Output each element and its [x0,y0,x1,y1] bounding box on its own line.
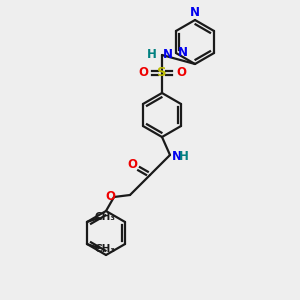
Text: S: S [157,67,167,80]
Text: N: N [172,151,182,164]
Text: N: N [190,6,200,19]
Text: H: H [147,47,157,61]
Text: N: N [163,47,173,61]
Text: N: N [178,46,188,59]
Text: O: O [138,65,148,79]
Text: H: H [179,151,189,164]
Text: CH₃: CH₃ [94,244,116,254]
Text: O: O [176,65,186,79]
Text: CH₃: CH₃ [94,212,116,222]
Text: O: O [105,190,115,202]
Text: O: O [127,158,137,172]
